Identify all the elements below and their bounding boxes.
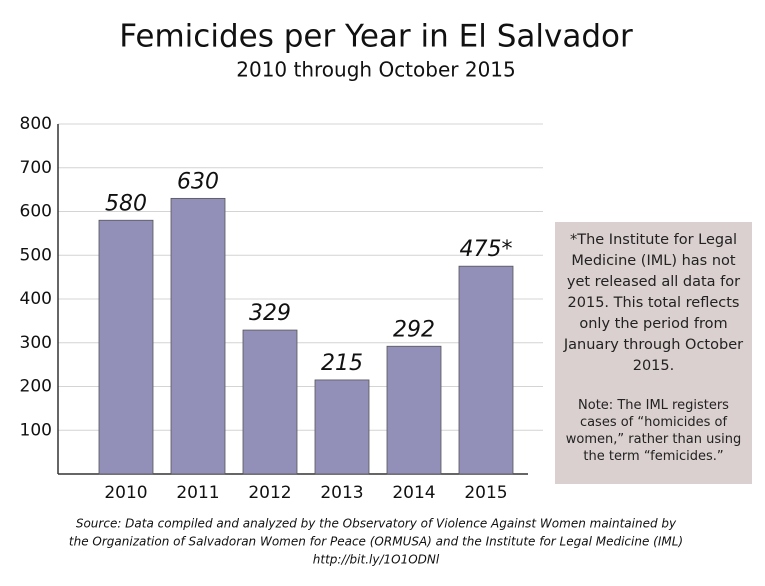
y-tick-label: 400 [20,289,52,309]
y-tick-label: 200 [20,377,52,397]
bar [170,197,226,475]
value-label: 292 [393,317,435,342]
value-label: 580 [105,191,147,216]
y-tick-label: 300 [20,333,52,353]
source-line: the Organization of Salvadoran Women for… [69,535,683,549]
x-tick-label: 2014 [392,483,435,503]
y-tick-label: 100 [20,420,52,440]
y-tick-label: 800 [20,114,52,134]
y-tick-label: 500 [20,245,52,265]
y-tick-label: 600 [20,202,52,222]
x-tick-label: 2013 [320,483,363,503]
bar [314,379,370,475]
source-line: http://bit.ly/1O1ODNl [313,553,440,567]
value-label: 215 [321,351,363,376]
bar [98,219,154,475]
source-line: Source: Data compiled and analyzed by th… [76,517,677,531]
value-label: 329 [249,301,291,326]
chart-subtitle: 2010 through October 2015 [236,58,516,82]
value-label: 475* [460,237,513,262]
note: *The Institute for Legal Medicine (IML) … [563,232,744,374]
bar [242,329,298,475]
note: Note: The IML registers cases of “homici… [565,398,742,464]
x-tick-label: 2015 [464,483,507,503]
note-box: *The Institute for Legal Medicine (IML) … [555,222,752,484]
bar [386,345,442,475]
chart-title: Femicides per Year in El Salvador [119,19,633,55]
x-tick-label: 2011 [176,483,219,503]
y-tick-label: 700 [20,158,52,178]
value-label: 630 [177,169,219,194]
x-tick-label: 2012 [248,483,291,503]
bar [458,265,514,475]
x-tick-label: 2010 [104,483,147,503]
